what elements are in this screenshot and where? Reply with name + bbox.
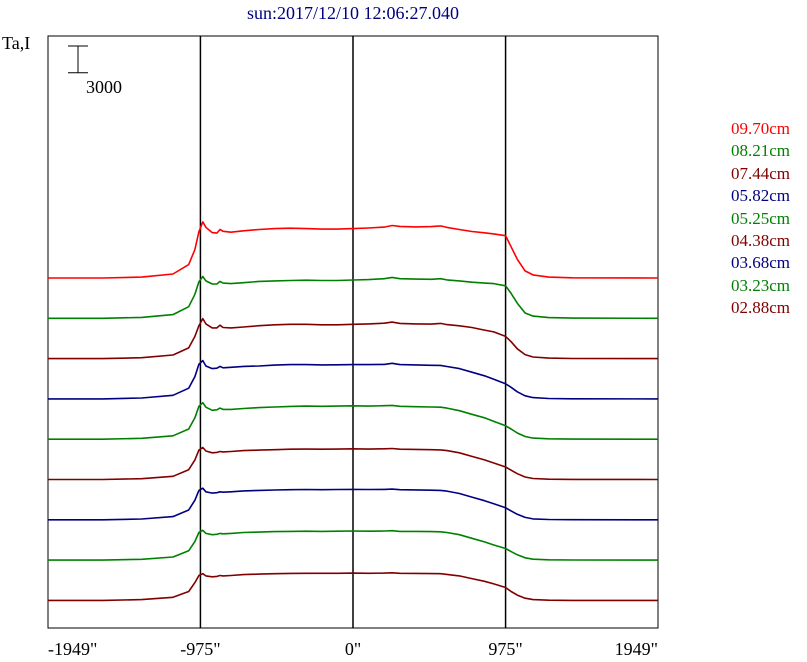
legend-entry: 05.25cm xyxy=(731,208,791,228)
legend-entry: 03.68cm xyxy=(731,253,791,273)
x-tick-label: 975" xyxy=(488,639,522,659)
x-tick-label: 1949" xyxy=(615,639,658,659)
legend: 09.70cm 08.21cm 07.44cm 05.82cm 05.25cm 04.38… xyxy=(731,118,790,320)
x-tick-label: 0" xyxy=(345,639,361,659)
series-line-04.38cm xyxy=(48,446,659,481)
legend-entry: 09.70cm xyxy=(731,119,791,138)
series-line-03.23cm xyxy=(48,529,659,561)
legend-entry: 02.88cm xyxy=(731,298,791,318)
scale-bar-label: 3000 xyxy=(86,77,122,97)
scale-bar: 3000 xyxy=(68,45,122,97)
x-tick-label: -975" xyxy=(180,639,220,659)
series-line-08.21cm xyxy=(48,275,659,320)
legend-entry: 07.44cm xyxy=(731,163,791,183)
x-tick-label: -1949" xyxy=(48,639,97,659)
legend-entry: 05.82cm xyxy=(731,186,791,206)
legend-entry: 04.38cm xyxy=(731,230,791,250)
series-line-03.68cm xyxy=(48,487,659,521)
series-line-05.25cm xyxy=(48,401,659,440)
series-line-05.82cm xyxy=(48,359,659,400)
legend-entry: 03.23cm xyxy=(731,275,791,295)
legend-entry: 08.21cm xyxy=(731,141,791,161)
series-line-02.88cm xyxy=(48,572,658,602)
chart-title: sun:2017/12/10 12:06:27.040 xyxy=(247,3,459,23)
y-axis-label: Ta,I xyxy=(2,33,30,53)
series-line-09.70cm xyxy=(48,221,659,279)
series-line-07.44cm xyxy=(48,317,659,360)
